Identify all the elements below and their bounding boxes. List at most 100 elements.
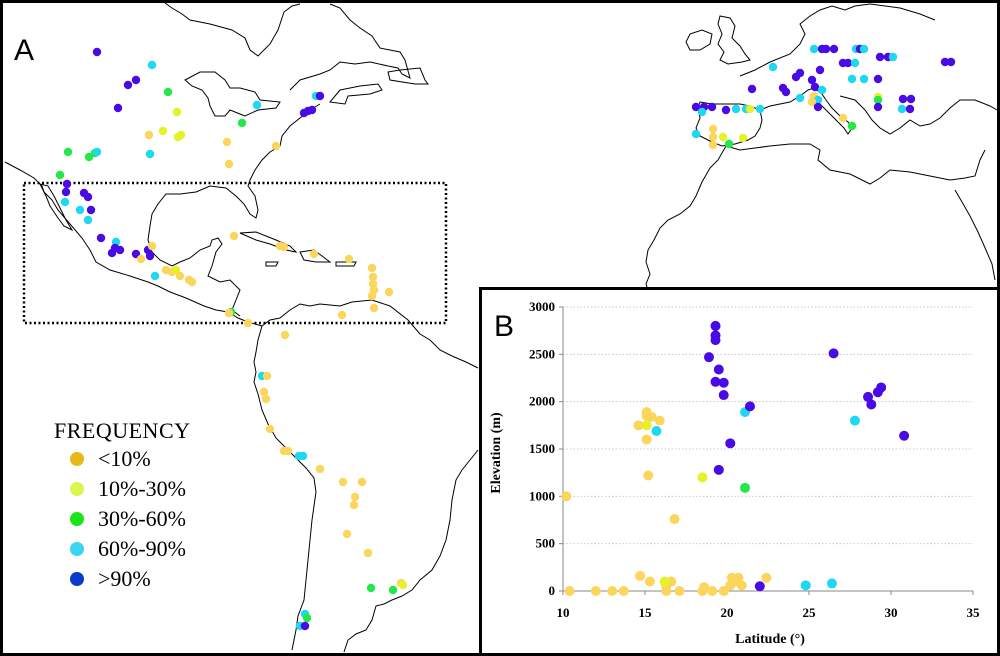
data-point [641,420,652,431]
map-site-marker [283,446,293,456]
map-site-marker [265,424,275,434]
map-site-marker [224,308,234,318]
data-point [710,320,721,331]
panel-label-b: B [494,310,515,343]
map-site-marker [781,87,791,97]
coastline-britain [717,15,751,65]
map-site-marker [906,94,916,104]
map-site-marker [315,464,325,474]
x-axis-title: Latitude (°) [735,632,805,647]
data-point [866,399,877,410]
map-site-marker [271,141,281,151]
map-site-marker [745,104,755,114]
map-site-marker [817,85,827,95]
elevation-latitude-scatter: 0 500 1000 1500 2000 2500 3000 10 15 20 25 30 35 La… [489,299,981,647]
map-site-marker [187,277,197,287]
coastline-balkans [839,95,998,135]
map-site-marker [384,287,394,297]
legend-label: >90% [98,566,151,591]
data-point [718,377,729,388]
map-site-marker [115,245,125,255]
map-site-marker [707,102,717,112]
map-site-marker [738,133,748,143]
great-lakes [184,71,281,117]
data-point [718,586,729,596]
map-site-marker [280,330,290,340]
x-tick-label: 15 [639,605,653,620]
map-site-marker [875,52,885,62]
y-tick-label: 3000 [529,299,555,314]
map-site-marker [300,621,310,631]
map-site-marker [807,97,817,107]
data-point [564,586,575,596]
map-site-marker [338,477,348,487]
map-site-marker [367,263,377,273]
data-point [644,576,655,587]
map-site-marker [708,140,718,150]
map-site-marker [697,107,707,117]
y-tick-label: 1000 [529,488,555,503]
map-site-marker [252,100,262,110]
elevation-latitude-chart-panel: B 0 500 1000 1500 2000 2500 3000 10 15 20 25 30 35 … [479,287,1000,656]
y-tick-label: 2500 [529,346,555,361]
frequency-legend: FREQUENCY <10% 10%-30% 30%-60% 60%-90% >… [54,418,191,594]
map-site-marker [350,492,360,502]
map-site-marker [262,371,272,381]
map-site-marker [367,291,377,301]
data-point [754,581,765,592]
coastline-africa-west [645,145,727,291]
legend-dot-icon [70,482,84,496]
coastline-us-east [147,103,321,267]
map-site-marker [838,113,848,123]
data-point [710,376,721,387]
map-site-marker [107,248,117,258]
coastline-iberia [695,101,763,147]
data-point [561,491,572,502]
map-site-marker [307,105,317,115]
map-site-marker [905,104,915,114]
map-site-marker [731,104,741,114]
data-point [736,580,747,591]
map-site-marker [791,72,801,82]
legend-item-10to30: 10%-30% [70,474,191,504]
y-tick-label: 0 [549,583,556,598]
map-site-marker [171,265,181,275]
map-site-marker [847,121,857,131]
map-site-marker [243,318,253,328]
map-site-marker [131,75,141,85]
x-tick-labels: 10 15 20 25 30 35 [557,605,981,620]
map-site-marker [309,249,319,259]
data-point [718,390,729,401]
map-site-marker [363,548,373,558]
data-point [633,420,644,431]
data-point [641,434,652,445]
coastline-sa-west [253,325,317,651]
map-site-marker [718,132,728,142]
map-site-marker [84,152,94,162]
map-site-marker [847,74,857,84]
map-points [55,44,956,631]
data-point [744,401,755,412]
map-site-marker [755,104,765,114]
data-point [635,570,646,581]
map-site-marker [302,613,312,623]
island-jamaica [265,261,279,267]
map-site-marker [123,80,133,90]
coastline-labrador [289,3,411,91]
legend-item-60to90: 60%-90% [70,534,191,564]
map-site-marker [337,310,347,320]
data-point [654,415,665,426]
map-site-marker [898,94,908,104]
map-site-marker [145,251,155,261]
map-site-marker [315,91,325,101]
map-site-marker [60,197,70,207]
map-site-marker [691,129,701,139]
legend-label: 30%-60% [98,506,186,531]
map-site-marker [136,254,146,264]
island-cuba [239,231,298,253]
y-tick-label: 2000 [529,394,555,409]
map-site-marker [147,60,157,70]
map-site-marker [83,215,93,225]
data-point [800,580,811,591]
map-site-marker [369,303,379,313]
